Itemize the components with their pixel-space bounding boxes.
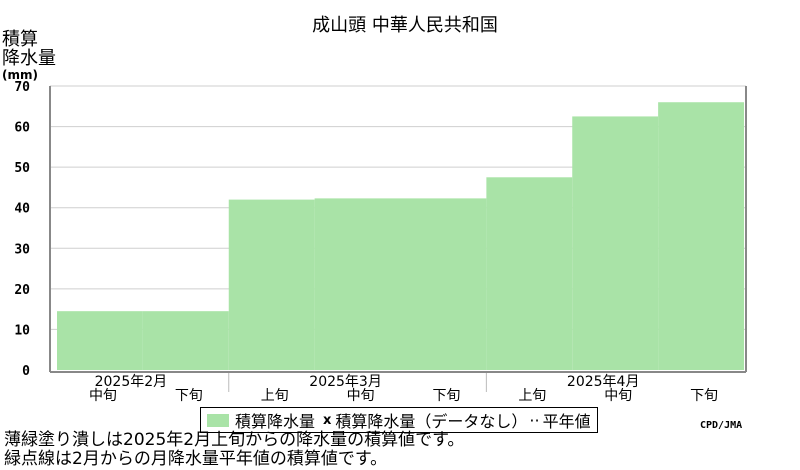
x-tick-label-dekad: 上旬 xyxy=(518,388,546,404)
note-line-1: 薄緑塗り潰しは2025年2月上旬からの降水量の積算値です。 xyxy=(4,430,465,450)
y-axis-label: 積算 降水量 (mm) xyxy=(2,30,56,82)
y-axis-unit: (mm) xyxy=(2,68,38,82)
accumulated-bar xyxy=(658,102,744,370)
y-tick-label: 40 xyxy=(14,202,30,217)
y-tick-label: 30 xyxy=(14,242,30,257)
note-line-2: 緑点線は2月からの月降水量平年値の積算値です。 xyxy=(4,449,388,469)
y-axis-ticks: 0 10 20 30 40 50 60 70 xyxy=(14,80,30,379)
y-tick-label: 60 xyxy=(14,121,30,136)
legend-item-accumulated: 積算降水量 xyxy=(235,412,316,431)
accumulated-bar xyxy=(228,199,315,370)
accumulated-bar xyxy=(400,198,487,370)
accumulated-bar xyxy=(486,177,573,370)
y-tick-label: 20 xyxy=(14,283,30,298)
y-tick-label: 70 xyxy=(14,80,30,95)
x-tick-label-dekad: 上旬 xyxy=(261,388,289,404)
x-tick-label-dekad: 中旬 xyxy=(347,388,375,404)
notes: 薄緑塗り潰しは2025年2月上旬からの降水量の積算値です。 緑点線は2月からの月… xyxy=(4,431,464,469)
accumulated-bar xyxy=(314,198,401,370)
accumulated-bars xyxy=(57,102,744,370)
x-tick-label-dekad: 中旬 xyxy=(89,388,117,404)
legend-mark-no-data: x xyxy=(323,412,332,428)
x-tick-label-dekad: 下旬 xyxy=(175,388,203,404)
accumulated-bar xyxy=(57,311,143,370)
credit: CPD/JMA xyxy=(700,420,743,431)
y-tick-label: 10 xyxy=(14,323,30,338)
y-tick-label: 50 xyxy=(14,161,30,176)
x-axis-labels: 中旬 下旬 上旬 中旬 下旬 上旬 中旬 下旬 2025年2月 2025年3月 2025年4月 xyxy=(89,372,718,404)
chart-title: 成山頭 中華人民共和国 xyxy=(312,15,498,36)
x-tick-label-dekad: 下旬 xyxy=(432,388,460,404)
accumulated-bar xyxy=(572,116,659,370)
legend-item-no-data: 積算降水量（データなし） xyxy=(335,412,528,431)
legend-item-normal: 平年値 xyxy=(542,412,591,431)
legend-swatch-accumulated xyxy=(207,413,229,427)
x-tick-label-month: 2025年2月 xyxy=(95,374,168,390)
y-axis-label-line2: 降水量 xyxy=(2,48,56,69)
y-tick-label: 0 xyxy=(22,364,30,379)
x-tick-label-dekad: 下旬 xyxy=(690,388,718,404)
x-tick-label-dekad: 中旬 xyxy=(604,388,632,404)
legend-dotted-line-icon: ·· xyxy=(529,410,540,430)
legend: 積算降水量 x 積算降水量（データなし） ·· 平年値 xyxy=(200,407,598,433)
y-axis-label-line1: 積算 xyxy=(2,29,38,50)
x-tick-label-month: 2025年3月 xyxy=(309,374,382,390)
x-tick-label-month: 2025年4月 xyxy=(567,374,640,390)
accumulated-bar xyxy=(142,311,229,370)
